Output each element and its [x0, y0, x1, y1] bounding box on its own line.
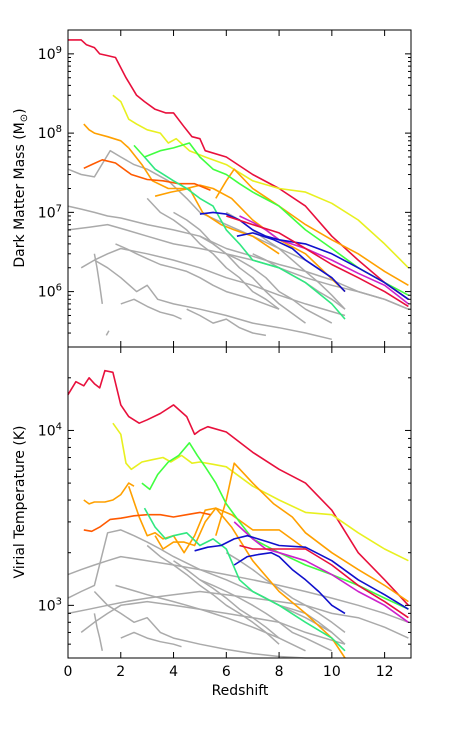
bottom-series-line-3 — [127, 485, 346, 659]
x-tick-label-2: 2 — [116, 664, 125, 680]
x-tick-label-4: 4 — [169, 664, 178, 680]
top-series-line-18 — [146, 197, 280, 310]
bottom-series-line-18 — [146, 544, 280, 645]
bottom-series-line-19 — [173, 560, 306, 652]
top-ticks: 106 107 108 109 — [38, 29, 411, 348]
top-series-line-17 — [94, 259, 332, 341]
bottom-series-group — [67, 369, 409, 659]
top-series-group — [67, 39, 409, 341]
bottom-series-line-12 — [239, 544, 409, 619]
bottom-series-line-8 — [143, 507, 346, 652]
top-series-line-2 — [83, 123, 130, 149]
top-y-axis-label: Dark Matter Mass (M⊙) — [12, 108, 30, 267]
bottom-series-line-6 — [83, 511, 211, 533]
bottom-panel: 0 2 4 6 8 10 12 103 104 Virial Temperature (K) R… — [12, 346, 412, 699]
bottom-series-line-0 — [67, 369, 409, 606]
top-series-line-16 — [80, 247, 346, 317]
bottom-series-line-13 — [67, 555, 409, 624]
top-series-line-4 — [215, 168, 409, 286]
top-series-line-7 — [133, 142, 409, 296]
top-series-line-3 — [128, 147, 346, 293]
top-series-line-0 — [68, 39, 409, 300]
bottom-series-line-16 — [80, 600, 346, 645]
bottom-series-line-9 — [233, 521, 409, 623]
top-series-line-21 — [115, 243, 280, 310]
top-series-line-5 — [154, 187, 280, 255]
bottom-series-line-4 — [215, 462, 409, 603]
top-y-tick-label-2: 108 — [38, 124, 62, 142]
bottom-series-line-2 — [83, 482, 135, 505]
bottom-plot-frame — [67, 346, 412, 659]
x-axis-label: Redshift — [212, 683, 269, 699]
top-series-line-11 — [236, 232, 346, 293]
top-panel: 106 107 108 109 Dark Matter Mass (M⊙) — [12, 29, 412, 348]
bottom-series-line-7 — [141, 441, 409, 610]
x-tick-label-10: 10 — [323, 664, 341, 680]
top-series-line-23 — [186, 308, 267, 337]
x-tick-label-8: 8 — [275, 664, 284, 680]
x-tick-label-6: 6 — [222, 664, 231, 680]
top-series-line-8 — [143, 156, 346, 320]
top-y-tick-label-1: 107 — [38, 203, 62, 221]
bottom-y-axis-label: Virial Temperature (K) — [12, 426, 28, 579]
top-series-line-20 — [199, 235, 333, 324]
top-series-line-27 — [252, 253, 346, 310]
top-plot-frame — [67, 29, 412, 348]
bottom-series-line-21 — [115, 584, 280, 639]
bottom-series-line-10 — [194, 534, 409, 610]
bottom-series-line-22 — [120, 631, 182, 648]
bottom-series-line-11 — [233, 551, 346, 615]
top-series-line-25 — [105, 330, 110, 336]
top-series-line-19 — [173, 211, 306, 324]
x-tick-label-12: 12 — [376, 664, 394, 680]
bottom-series-line-23 — [93, 613, 104, 651]
bottom-y-tick-label-1: 104 — [38, 421, 62, 439]
bottom-series-line-24 — [225, 552, 346, 633]
bottom-ticks: 0 2 4 6 8 10 12 103 104 — [38, 346, 411, 680]
top-series-line-10 — [199, 211, 409, 300]
bottom-series-line-1 — [112, 422, 409, 562]
top-y-tick-label-3: 109 — [38, 45, 62, 63]
bottom-series-line-5 — [154, 507, 306, 550]
top-series-line-24 — [93, 253, 104, 305]
top-series-line-14 — [67, 149, 333, 279]
x-tick-label-0: 0 — [64, 664, 73, 680]
top-series-line-13 — [67, 205, 409, 310]
bottom-series-line-15 — [67, 590, 409, 639]
top-series-line-22 — [120, 298, 182, 320]
top-y-tick-label-0: 106 — [38, 283, 62, 301]
top-series-line-6 — [83, 159, 211, 192]
bottom-y-tick-label-0: 103 — [38, 596, 62, 614]
bottom-series-line-20 — [199, 579, 333, 652]
top-series-line-12 — [226, 215, 409, 308]
